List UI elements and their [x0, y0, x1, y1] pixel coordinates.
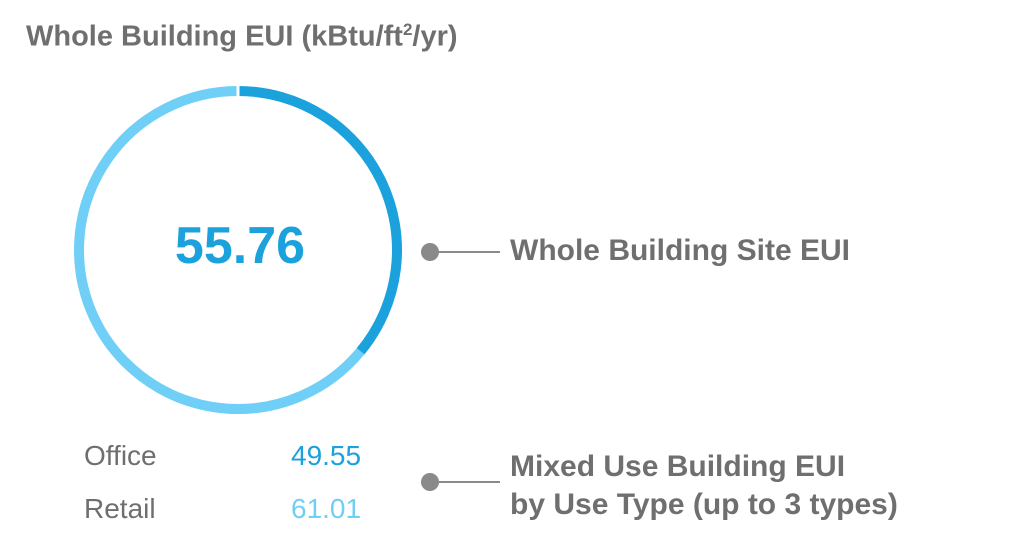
callout-whole-building-text: Whole Building Site EUI: [510, 234, 850, 267]
chart-title-superscript: 2: [402, 20, 413, 39]
center-eui-value: 55.76: [174, 217, 306, 275]
callout-mixed-use: Mixed Use Building EUI by Use Type (up to…: [510, 448, 898, 523]
chart-title-text: Whole Building EUI (kBtu/ft: [26, 20, 403, 53]
callout-whole-building: Whole Building Site EUI: [510, 232, 850, 270]
legend-value-office: 49.55: [291, 440, 362, 471]
callout-mixed-use-line1: Mixed Use Building EUI: [510, 450, 846, 483]
callout-mixed-use-line2: by Use Type (up to 3 types): [510, 487, 898, 521]
ring-segment-office: [237, 86, 402, 355]
ring-segment-retail: [74, 86, 365, 414]
chart-title-tail: /yr): [412, 20, 458, 53]
legend-label-retail: Retail: [84, 493, 156, 524]
chart-title: Whole Building EUI (kBtu/ft2/yr): [26, 20, 458, 54]
legend-value-retail: 61.01: [291, 493, 362, 524]
legend-label-office: Office: [84, 440, 157, 471]
